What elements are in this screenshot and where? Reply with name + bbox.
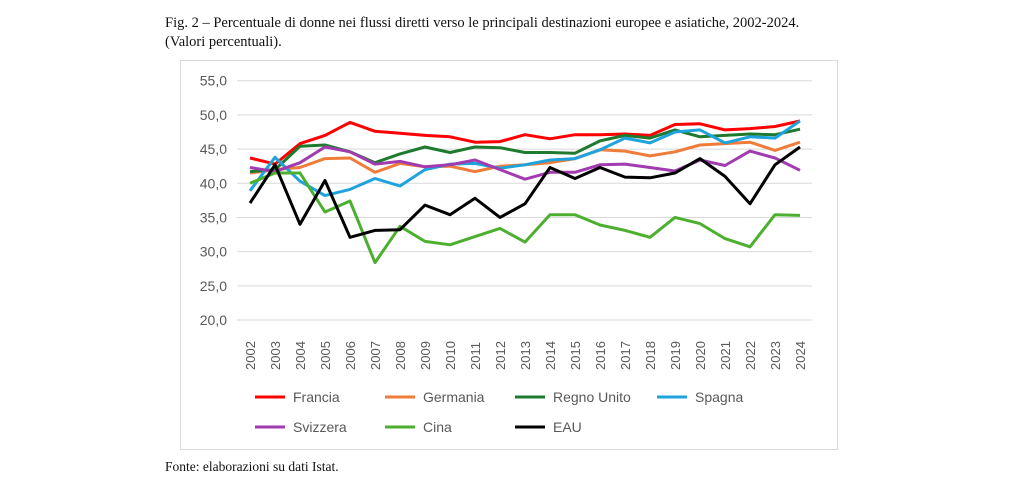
x-tick-label: 2003 — [268, 341, 283, 370]
series-line-eau — [248, 145, 801, 239]
figure-title: Fig. 2 – Percentuale di donne nei flussi… — [165, 14, 865, 52]
legend-label: Cina — [423, 419, 452, 435]
series-line-cina — [249, 171, 801, 265]
y-tick-label: 40,0 — [200, 175, 227, 191]
series-line-francia — [249, 119, 801, 166]
x-tick-label: 2020 — [693, 341, 708, 370]
title-line-2: (Valori percentuali). — [165, 34, 282, 50]
legend-label: Spagna — [695, 389, 743, 405]
x-tick-label: 2019 — [668, 341, 683, 370]
legend-label: Francia — [293, 389, 340, 405]
x-tick-label: 2022 — [743, 341, 758, 370]
y-tick-label: 25,0 — [200, 278, 227, 294]
y-tick-label: 20,0 — [200, 312, 227, 328]
x-tick-label: 2005 — [318, 341, 333, 370]
x-tick-label: 2015 — [568, 341, 583, 370]
y-tick-label: 55,0 — [200, 73, 227, 89]
legend-label: Svizzera — [293, 419, 347, 435]
x-tick-label: 2012 — [493, 341, 508, 370]
x-tick-label: 2018 — [643, 341, 658, 370]
x-tick-label: 2009 — [418, 341, 433, 370]
y-tick-label: 30,0 — [200, 244, 227, 260]
x-tick-label: 2017 — [618, 341, 633, 370]
x-tick-label: 2008 — [393, 341, 408, 370]
legend-label: Germania — [423, 389, 485, 405]
y-tick-label: 45,0 — [200, 141, 227, 157]
source-note: Fonte: elaborazioni su dati Istat. — [165, 459, 339, 474]
y-tick-label: 50,0 — [200, 107, 227, 123]
x-tick-label: 2016 — [593, 341, 608, 370]
x-tick-label: 2011 — [468, 342, 483, 370]
legend-label: EAU — [553, 419, 582, 435]
x-tick-label: 2002 — [243, 341, 258, 370]
x-tick-label: 2013 — [518, 341, 533, 370]
x-tick-label: 2014 — [543, 341, 558, 370]
series-line-spagna — [248, 119, 801, 198]
x-tick-label: 2006 — [343, 341, 358, 370]
series-line-svizzera — [249, 145, 801, 181]
x-tick-label: 2021 — [718, 341, 733, 370]
title-line-1: Fig. 2 – Percentuale di donne nei flussi… — [165, 15, 800, 31]
chart-frame — [180, 60, 838, 450]
x-tick-label: 2023 — [768, 341, 783, 370]
x-tick-label: 2004 — [293, 341, 308, 370]
x-tick-label: 2024 — [793, 341, 808, 370]
x-tick-label: 2010 — [443, 341, 458, 370]
legend-label: Regno Unito — [553, 389, 631, 405]
x-tick-label: 2007 — [368, 341, 383, 370]
y-tick-label: 35,0 — [200, 209, 227, 225]
